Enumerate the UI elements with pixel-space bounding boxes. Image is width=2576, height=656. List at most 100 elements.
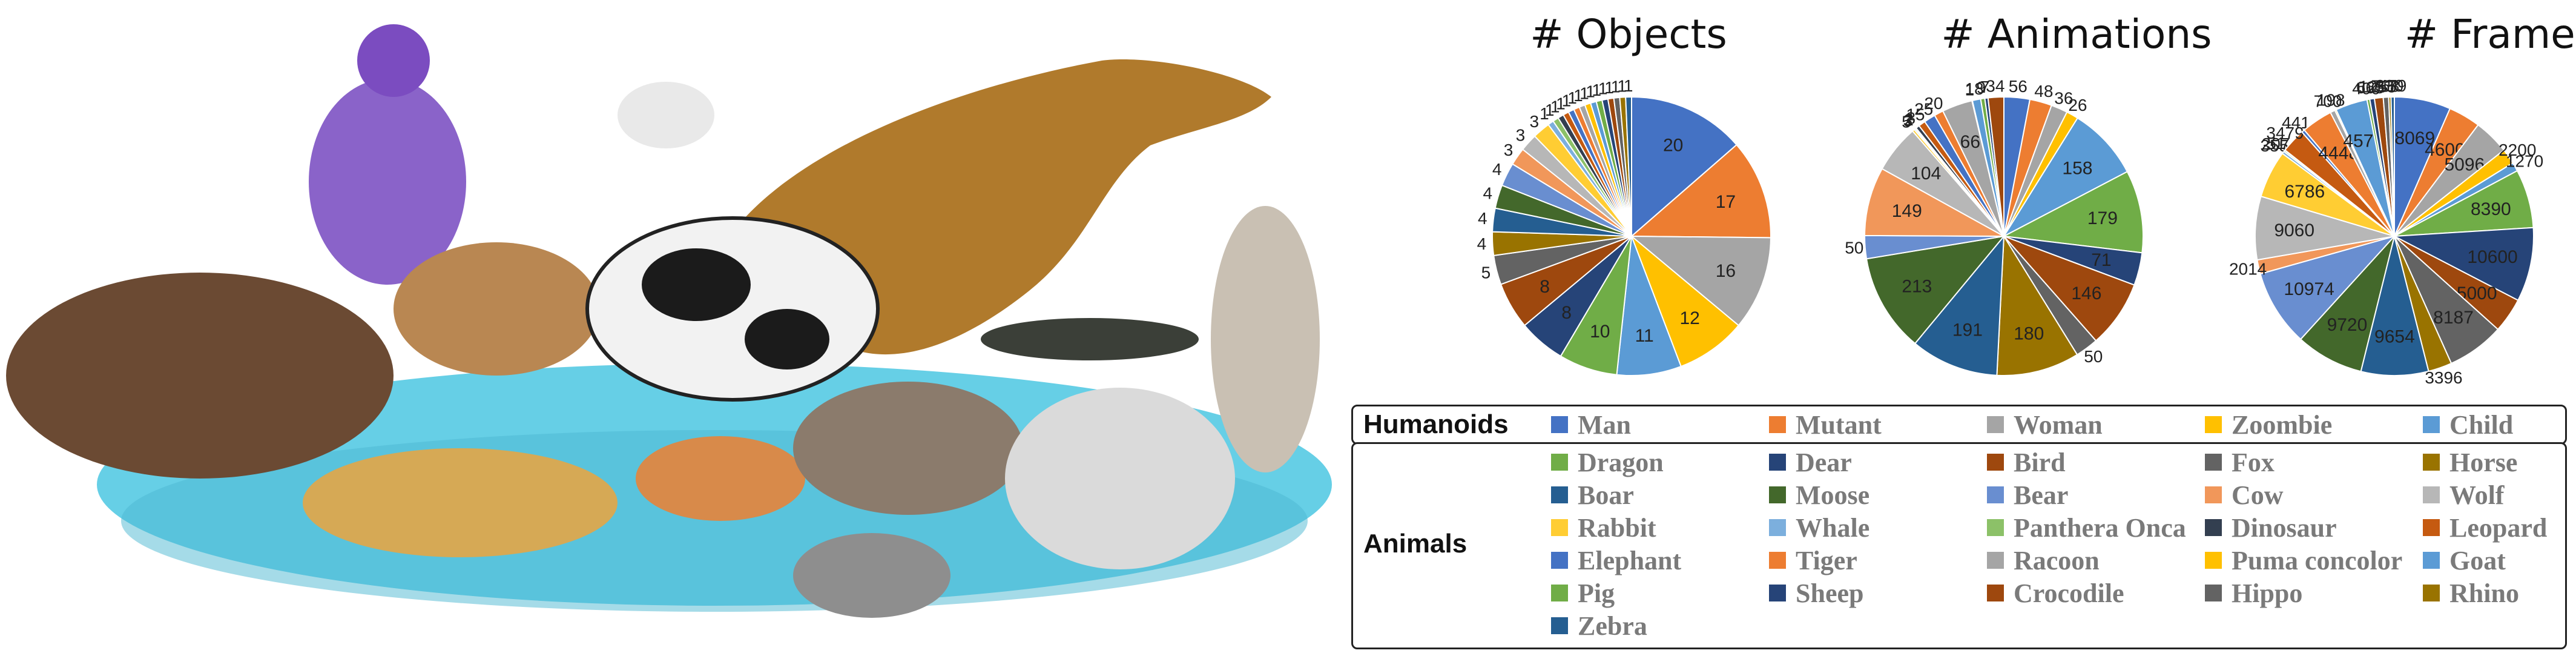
pie-slice-label: 48 [2034, 82, 2053, 101]
pie-slice-label: 36 [2054, 89, 2073, 108]
pie-slice-label: 4 [1483, 184, 1492, 202]
pie-slice-label: 180 [2014, 323, 2044, 343]
pie-slice-label: 1 [1556, 94, 1566, 113]
pie-slice-label: 330 [2376, 76, 2404, 95]
pie-slice-label: 1 [1611, 77, 1621, 96]
legend-swatch [1987, 585, 2004, 601]
legend-swatch [1551, 617, 1568, 634]
legend-item: Racoon [1987, 544, 2100, 577]
legend-label: Hippo [2232, 578, 2303, 608]
pie-slice-label: 1 [1598, 79, 1608, 98]
legend-item: Woman [1987, 408, 2103, 441]
humanoids-group-label: Humanoids [1363, 409, 1509, 439]
pie-slice-label: 3 [1903, 111, 1913, 130]
legend-label: Man [1578, 409, 1631, 440]
legend-item: Moose [1769, 479, 1869, 511]
pie-slice-label: 9720 [2327, 315, 2368, 335]
pie-slice [2299, 236, 2395, 373]
legend-item: Pig [1551, 577, 1615, 609]
legend-item: Wolf [2423, 479, 2504, 511]
legend-label: Moose [1796, 480, 1870, 510]
pie-slice [2360, 236, 2429, 376]
pie-slice-label: 51 [2267, 134, 2285, 153]
pie-slice-label: 1 [1545, 101, 1555, 119]
pie-slice-label: 158 [2062, 158, 2092, 178]
legend-label: Dragon [1578, 447, 1664, 477]
legend-swatch [1987, 416, 2004, 433]
legend-label: Wolf [2449, 480, 2505, 510]
pie-slice-label: 1 [1567, 88, 1577, 107]
pie-slice-label: 25 [1914, 99, 1933, 118]
legend-label: Bird [2014, 447, 2066, 477]
pie-slice-label: 10974 [2284, 279, 2334, 299]
pie-slice-label: 3396 [2425, 368, 2462, 387]
legend-swatch [1769, 454, 1786, 471]
pie-slice-label: 66 [1960, 132, 1980, 152]
legend-item: Crocodile [1987, 577, 2124, 609]
legend-swatch [2205, 552, 2222, 569]
pie-slice-label: 400 [2352, 79, 2380, 98]
pie-slice-label: 9060 [2274, 220, 2314, 240]
legend-label: Pig [1578, 578, 1615, 608]
pie-slice-label: 10600 [2467, 247, 2517, 267]
legend-swatch [1987, 454, 2004, 471]
legend-label: Bear [2014, 480, 2069, 510]
pie-slice-label: 20 [1663, 135, 1683, 155]
legend-item: Dragon [1551, 446, 1664, 479]
legend-item: Horse [2423, 446, 2517, 479]
legend-swatch [2205, 454, 2222, 471]
legend-swatch [1769, 585, 1786, 601]
objects-chart-title: # Objects [1530, 11, 1727, 58]
pie-slice-label: 26 [2068, 96, 2087, 114]
pie-slice [1865, 235, 2006, 345]
pie-slice-label: 4 [1492, 160, 1502, 179]
legend-item: Bird [1987, 446, 2066, 479]
pie-slice-label: 8 [1561, 303, 1572, 323]
pie-slice-label: 149 [1892, 201, 1922, 221]
legend-swatch [1769, 486, 1786, 503]
frames-pie-chart: 8069460050962200127083901060050008187339… [2229, 76, 2543, 387]
legend-swatch [2423, 486, 2440, 503]
pie-slice-label: 8390 [2471, 199, 2511, 219]
legend-swatch [1551, 486, 1568, 503]
legend-item: Man [1551, 408, 1631, 441]
legend-item: Whale [1769, 511, 1869, 544]
legend-swatch [1551, 552, 1568, 569]
pie-slice-label: 34 [1986, 76, 2004, 95]
legend-label: Racoon [2014, 545, 2100, 575]
pie-slice-label: 17 [1716, 192, 1736, 212]
crocodile-figure [981, 318, 1199, 360]
animal-scene-illustration [6, 24, 1332, 618]
legend-label: Cow [2232, 480, 2284, 510]
pie-slice-label: 9654 [2374, 327, 2415, 347]
pie-slice-label: 7 [1980, 78, 1990, 96]
pie-slice-label: 2200 [2499, 141, 2536, 159]
pie-slice-label: 56 [2009, 77, 2028, 96]
legend-item: Panthera Onca [1987, 511, 2186, 544]
pie-slice-label: 179 [2087, 208, 2118, 228]
pie-slice [2003, 236, 2135, 342]
legend-swatch [1987, 486, 2004, 503]
pie-slice-label: 1 [1562, 91, 1572, 110]
pie-slice-label: 198 [2317, 90, 2345, 109]
pie-slice-label: 20 [1924, 94, 1943, 113]
deer-figure [394, 242, 599, 376]
pie-slice [1625, 96, 1632, 237]
pie-slice-label: 50 [2084, 347, 2103, 366]
legend-label: Mutant [1796, 409, 1882, 440]
legend-item: Bear [1987, 479, 2068, 511]
pie-slice [2001, 171, 2144, 254]
cow-spot [745, 309, 829, 369]
legend-swatch [1769, 519, 1786, 536]
pie-slice-label: 1 [1580, 84, 1589, 103]
fox-figure [636, 436, 805, 521]
legend-swatch [2205, 519, 2222, 536]
legend-item: Mutant [1769, 408, 1882, 441]
legend-label: Tiger [1796, 545, 1857, 575]
legend-label: Elephant [1578, 545, 1682, 575]
legend-item: Fox [2205, 446, 2275, 479]
legend-label: Dinosaur [2232, 512, 2337, 543]
pie-slice [2002, 117, 2129, 238]
legend-item: Dinosaur [2205, 511, 2337, 544]
